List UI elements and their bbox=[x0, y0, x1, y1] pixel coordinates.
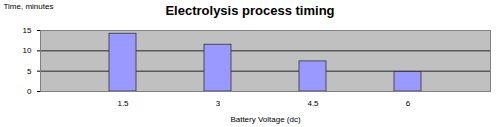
svg-text:15: 15 bbox=[23, 26, 32, 35]
svg-text:6: 6 bbox=[406, 99, 411, 108]
svg-text:1.5: 1.5 bbox=[117, 99, 129, 108]
svg-text:5: 5 bbox=[27, 67, 32, 76]
svg-text:10: 10 bbox=[23, 46, 32, 55]
svg-text:3: 3 bbox=[216, 99, 221, 108]
svg-text:Battery Voltage (dc): Battery Voltage (dc) bbox=[230, 115, 301, 124]
html-text:Electrolysis process timing: Electrolysis process timing bbox=[165, 3, 335, 18]
svg-text:Time, minutes: Time, minutes bbox=[4, 2, 54, 11]
svg-text:4.5: 4.5 bbox=[307, 99, 319, 108]
svg-text:0: 0 bbox=[27, 87, 32, 96]
